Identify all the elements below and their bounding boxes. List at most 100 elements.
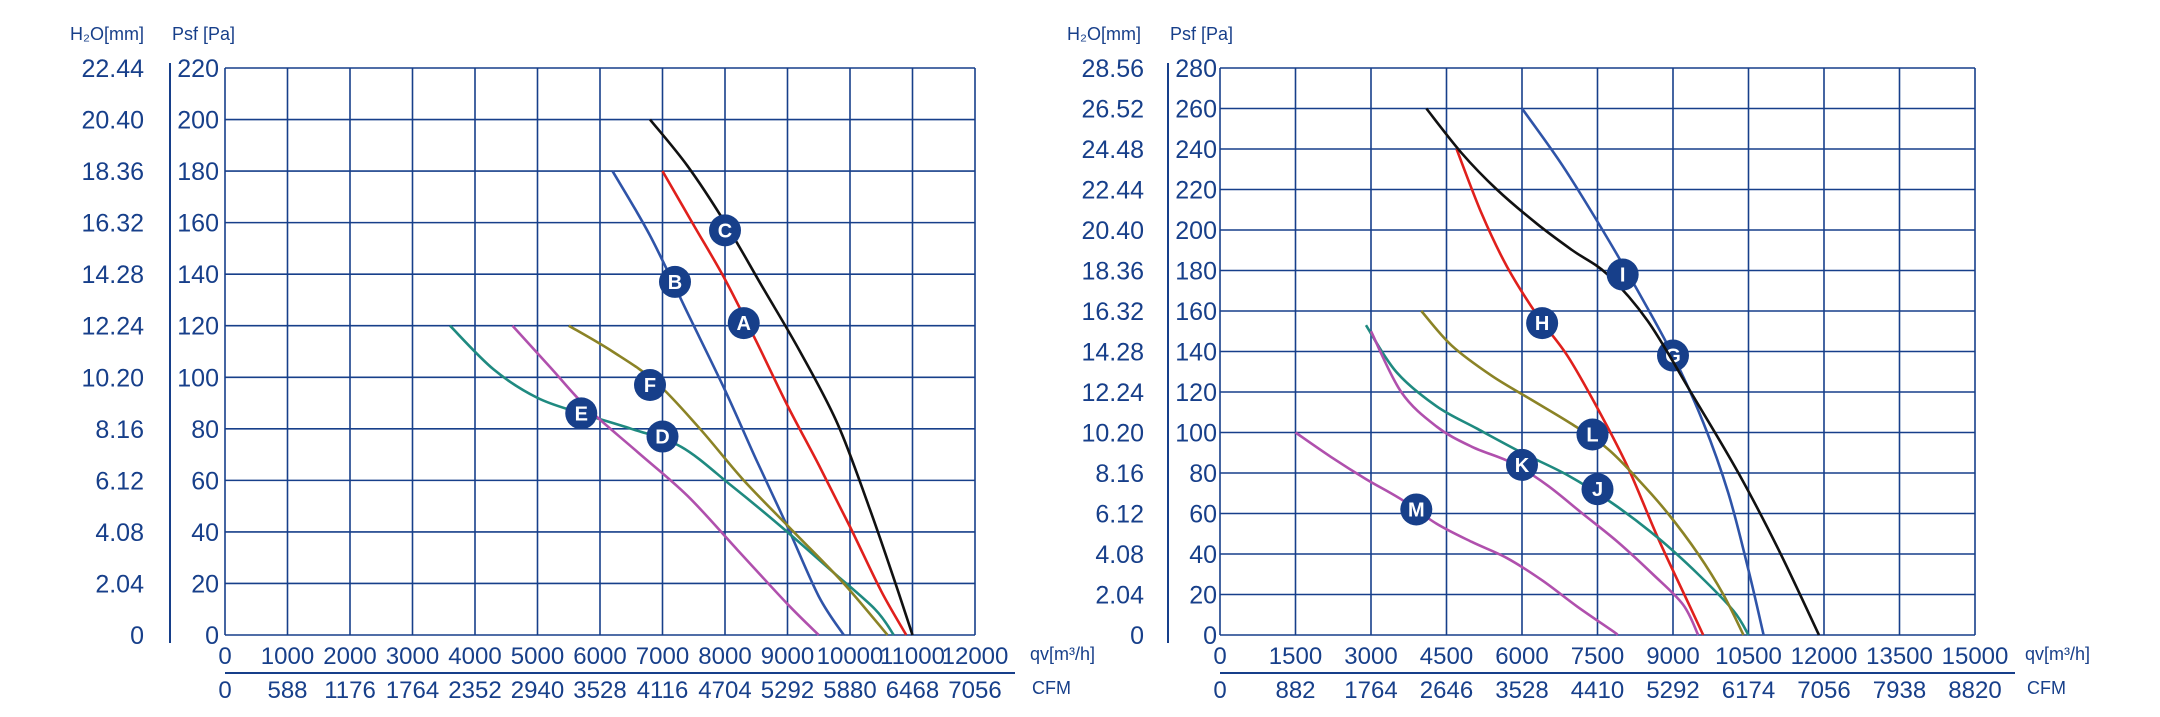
left-y2-tick-label: 20.40 <box>81 107 144 135</box>
left-y2-tick-label: 4.08 <box>95 519 144 547</box>
left-x2-tick-label: 4704 <box>698 677 751 704</box>
right-x-tick-label: 0 <box>1213 643 1226 670</box>
right-marker-l <box>1576 418 1609 451</box>
right-y2-tick-label: 12.24 <box>1081 379 1144 407</box>
right-x2-tick-label: 8820 <box>1948 677 2001 704</box>
left-marker-b <box>659 265 691 298</box>
left-curve-f <box>568 324 889 636</box>
left-y2-tick-label: 16.32 <box>81 210 144 238</box>
right-marker-k <box>1506 448 1538 481</box>
left-x2-unit-label: CFM <box>1032 678 1071 698</box>
left-curve-e <box>511 324 820 636</box>
left-x-tick-label: 3000 <box>386 643 439 670</box>
right-y-tick-label: 60 <box>1189 501 1217 529</box>
left-y-tick-label: 20 <box>191 570 219 598</box>
right-marker-i <box>1606 258 1639 291</box>
left-y-tick-label: 140 <box>177 261 219 289</box>
right-marker-label-m: M <box>1408 499 1425 521</box>
right-x-tick-label: 3000 <box>1344 643 1397 670</box>
right-x2-tick-label: 882 <box>1275 677 1315 704</box>
left-curve-c <box>648 118 914 636</box>
left-y2-tick-label: 0 <box>130 622 144 650</box>
left-x-tick-label: 5000 <box>511 643 564 670</box>
left-y2-unit-label: H₂O[mm] <box>70 24 144 44</box>
right-x2-tick-label: 0 <box>1213 677 1226 704</box>
right-x-tick-label: 9000 <box>1646 643 1699 670</box>
left-x-tick-label: 6000 <box>573 643 626 670</box>
left-y-tick-label: 160 <box>177 210 219 238</box>
right-y-tick-label: 200 <box>1175 217 1217 245</box>
left-x-tick-label: 9000 <box>761 643 814 670</box>
right-curve-g <box>1520 107 1765 636</box>
right-marker-h <box>1526 307 1559 340</box>
right-y2-tick-label: 8.16 <box>1095 460 1144 488</box>
right-y-tick-label: 180 <box>1175 258 1217 286</box>
left-marker-label-a: A <box>737 313 751 335</box>
right-grid <box>1167 63 2015 674</box>
left-marker-label-f: F <box>644 375 656 397</box>
right-marker-label-g: G <box>1665 346 1681 368</box>
right-x2-tick-label: 3528 <box>1495 677 1548 704</box>
left-curves: A B C D E F <box>449 118 914 636</box>
left-x-unit-label: qv[m³/h] <box>1030 644 1095 664</box>
left-grid <box>169 63 1015 674</box>
right-marker-j <box>1581 473 1614 506</box>
right-y2-unit-label: H₂O[mm] <box>1067 24 1141 44</box>
right-y2-tick-label: 10.20 <box>1081 420 1144 448</box>
left-y-tick-label: 120 <box>177 313 219 341</box>
left-x2-tick-label: 1764 <box>386 677 439 704</box>
right-x2-tick-label: 5292 <box>1646 677 1699 704</box>
right-marker-m <box>1400 493 1433 526</box>
left-y2-tick-label: 14.28 <box>81 261 144 289</box>
left-y2-tick-label: 2.04 <box>95 570 144 598</box>
right-curve-h <box>1455 148 1705 636</box>
right-y-tick-label: 40 <box>1189 541 1217 569</box>
left-y-tick-label: 0 <box>205 622 219 650</box>
left-y2-tick-label: 8.16 <box>95 416 144 444</box>
right-y2-tick-label: 14.28 <box>1081 339 1144 367</box>
right-y-unit-label: Psf [Pa] <box>1170 24 1233 44</box>
left-y-unit-label: Psf [Pa] <box>172 24 235 44</box>
left-y-tick-label: 220 <box>177 55 219 83</box>
right-marker-label-i: I <box>1620 265 1626 287</box>
right-marker-label-l: L <box>1586 425 1598 447</box>
left-y2-tick-label: 12.24 <box>81 313 144 341</box>
left-x-tick-label: 11000 <box>880 643 945 670</box>
left-y-tick-label: 200 <box>177 107 219 135</box>
left-x-tick-label: 0 <box>218 643 231 670</box>
right-marker-label-j: J <box>1592 479 1603 501</box>
right-x-tick-label: 15000 <box>1942 643 2009 670</box>
left-x2-tick-label: 2940 <box>511 677 564 704</box>
right-y-tick-label: 240 <box>1175 136 1217 164</box>
left-x-tick-label: 12000 <box>942 643 1009 670</box>
left-y2-tick-label: 22.44 <box>81 55 144 83</box>
right-curve-l <box>1420 310 1745 636</box>
left-y-tick-label: 40 <box>191 519 219 547</box>
left-marker-d <box>646 420 679 453</box>
right-y-tick-label: 160 <box>1175 298 1217 326</box>
left-marker-f <box>634 369 666 402</box>
left-x-tick-label: 8000 <box>698 643 751 670</box>
right-y-tick-label: 280 <box>1175 55 1217 83</box>
right-marker-label-h: H <box>1535 313 1549 335</box>
chart-right: G H I J K L M 0 20 40 60 80 100 120 140 160 180 200 220 24… <box>1067 24 2090 704</box>
left-x2-tick-label: 1176 <box>324 677 376 704</box>
right-x-tick-label: 6000 <box>1495 643 1548 670</box>
right-y-tick-label: 80 <box>1189 460 1217 488</box>
left-x2-tick-label: 2352 <box>448 677 501 704</box>
right-x2-tick-label: 6174 <box>1722 677 1775 704</box>
left-marker-label-e: E <box>575 403 588 425</box>
left-marker-label-d: D <box>655 427 669 449</box>
right-curve-j <box>1364 324 1750 636</box>
left-marker-label-b: B <box>668 272 682 294</box>
right-y-tick-label: 20 <box>1189 582 1217 610</box>
right-x2-tick-label: 7056 <box>1797 677 1850 704</box>
right-y-tick-label: 0 <box>1203 622 1217 650</box>
right-y2-tick-label: 0 <box>1130 622 1144 650</box>
right-x-tick-label: 1500 <box>1269 643 1322 670</box>
left-x2-tick-label: 6468 <box>886 677 939 704</box>
right-y-tick-label: 260 <box>1175 96 1217 124</box>
right-marker-label-k: K <box>1515 455 1530 477</box>
right-y2-tick-label: 24.48 <box>1081 136 1144 164</box>
